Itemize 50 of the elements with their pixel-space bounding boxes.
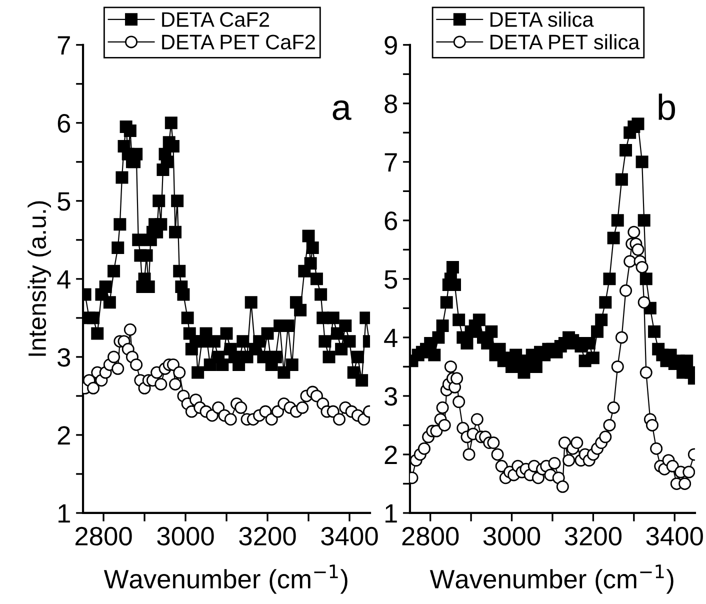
point: [173, 366, 186, 379]
x-tick-label: 2800: [402, 526, 459, 546]
point: [130, 358, 143, 371]
point: [108, 350, 120, 364]
point: [224, 413, 237, 426]
legend-label: DETA PET CaF2: [162, 34, 315, 50]
y-tick-label: 4: [384, 328, 398, 347]
y-tick-label: 5: [384, 270, 398, 289]
point: [272, 405, 284, 418]
y-tick-label: 7: [384, 153, 397, 172]
y-tick-label: 3: [58, 348, 70, 367]
legend-label: DETA CaF2: [162, 12, 270, 27]
y-axis-title: Intensity (a.u.): [28, 201, 51, 356]
x-tick-label: 3200: [564, 526, 622, 546]
y-tick-label: 6: [384, 212, 398, 230]
y-tick-label: 9: [384, 36, 397, 55]
point: [333, 413, 346, 426]
y-tick-label: 1: [58, 504, 70, 523]
legend-label: DETA PET silica: [490, 34, 640, 50]
y-tick-label: 3: [384, 387, 398, 406]
point: [166, 358, 180, 371]
x-tick-label: 3400: [321, 526, 378, 546]
x-axis-title: Wavenumber (cm$^{−1}$): [430, 564, 674, 594]
point: [112, 362, 124, 375]
y-tick-label: 7: [58, 36, 70, 54]
y-tick-label: 2: [384, 446, 397, 464]
x-tick-label: 2800: [76, 526, 132, 546]
point: [154, 378, 168, 390]
y-tick-label: 6: [58, 114, 70, 133]
y-tick-label: 5: [58, 192, 70, 211]
x-axis-title: Wavenumber (cm$^{−1}$): [104, 564, 348, 594]
point: [296, 401, 309, 414]
point: [212, 401, 225, 414]
y-tick-label: 8: [384, 94, 398, 114]
x-tick-label: 3400: [646, 526, 703, 546]
point: [87, 382, 100, 394]
point: [124, 323, 136, 336]
point: [234, 401, 248, 414]
y-tick-label: 1: [386, 504, 397, 523]
y-tick-label: 4: [57, 270, 70, 288]
point: [169, 378, 182, 390]
x-tick-label: 3000: [483, 526, 540, 546]
legend-label: DETA silica: [490, 12, 594, 27]
x-tick-label: 3200: [239, 526, 296, 546]
x-tick-label: 3000: [157, 526, 214, 546]
annotation: a: [332, 100, 352, 120]
point: [310, 390, 323, 402]
point: [265, 413, 278, 426]
y-tick-label: 2: [58, 426, 70, 445]
annotation: b: [658, 94, 676, 120]
